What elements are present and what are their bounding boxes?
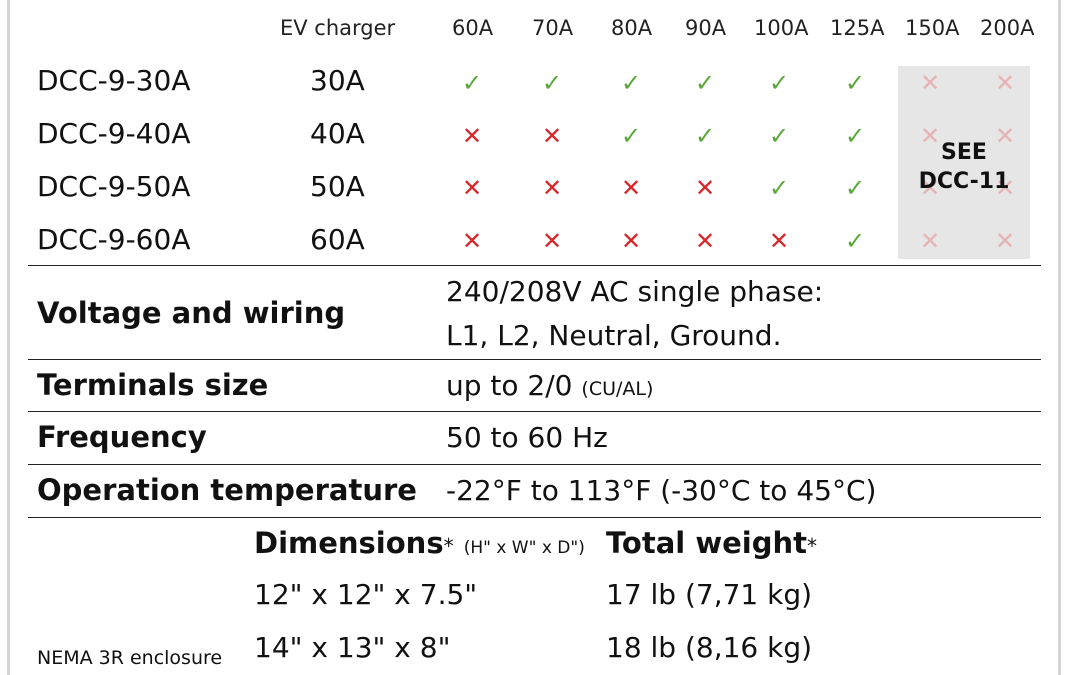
col-header-200a: 200A: [980, 16, 1035, 40]
weight-value: 17 lb (7,71 kg): [606, 578, 813, 611]
frequency-value: 50 to 60 Hz: [446, 421, 608, 454]
ev-charger-header: EV charger: [280, 16, 396, 40]
dimension-value: 14" x 13" x 8": [254, 631, 451, 664]
check-icon: ✓: [620, 122, 642, 150]
check-icon: ✓: [844, 69, 866, 97]
cross-icon: ✕: [919, 227, 941, 255]
dimensions-header: Dimensions* (H" x W" x D"): [254, 526, 585, 560]
voltage-label: Voltage and wiring: [37, 296, 346, 330]
frequency-label: Frequency: [37, 420, 207, 454]
col-header-60a: 60A: [452, 16, 494, 40]
cross-icon: ✕: [768, 227, 790, 255]
temperature-label: Operation temperature: [37, 473, 417, 507]
weight-asterisk: *: [807, 534, 817, 558]
dimensions-label: Dimensions: [254, 526, 444, 560]
cross-icon: ✕: [919, 174, 941, 202]
weight-header: Total weight*: [606, 526, 817, 560]
check-icon: ✓: [768, 69, 790, 97]
terminals-material: (CU/AL): [581, 378, 654, 400]
cross-icon: ✕: [461, 122, 483, 150]
check-icon: ✓: [844, 122, 866, 150]
col-header-80a: 80A: [611, 16, 653, 40]
terminals-size: up to 2/0: [446, 369, 573, 402]
cross-icon: ✕: [694, 227, 716, 255]
cross-icon: ✕: [541, 174, 563, 202]
cross-icon: ✕: [541, 227, 563, 255]
terminals-label: Terminals size: [37, 368, 269, 402]
check-icon: ✓: [768, 122, 790, 150]
col-header-70a: 70A: [532, 16, 574, 40]
check-icon: ✓: [541, 69, 563, 97]
temperature-value: -22°F to 113°F (-30°C to 45°C): [446, 474, 877, 507]
col-header-150a: 150A: [905, 16, 960, 40]
cross-icon: ✕: [994, 122, 1016, 150]
cross-icon: ✕: [994, 227, 1016, 255]
model-name: DCC-9-50A: [37, 170, 191, 203]
divider: [28, 411, 1041, 412]
divider: [28, 517, 1041, 518]
check-icon: ✓: [844, 227, 866, 255]
terminals-value: up to 2/0 (CU/AL): [446, 369, 653, 402]
charger-rating: 50A: [310, 170, 365, 203]
check-icon: ✓: [694, 69, 716, 97]
enclosure-note: NEMA 3R enclosure: [37, 647, 223, 669]
check-icon: ✓: [844, 174, 866, 202]
see-dcc11-note: SEE DCC-11: [898, 138, 1030, 196]
dimension-value: 12" x 12" x 7.5": [254, 578, 478, 611]
check-icon: ✓: [768, 174, 790, 202]
voltage-value-line1: 240/208V AC single phase:: [446, 275, 824, 308]
charger-rating: 40A: [310, 117, 365, 150]
col-header-90a: 90A: [685, 16, 727, 40]
charger-rating: 60A: [310, 223, 365, 256]
divider: [28, 464, 1041, 465]
right-border: [1058, 0, 1061, 675]
dimensions-units: (H" x W" x D"): [463, 538, 585, 558]
cross-icon: ✕: [461, 174, 483, 202]
voltage-value-line2: L1, L2, Neutral, Ground.: [446, 319, 782, 352]
cross-icon: ✕: [994, 69, 1016, 97]
check-icon: ✓: [694, 122, 716, 150]
cross-icon: ✕: [461, 227, 483, 255]
model-name: DCC-9-30A: [37, 64, 191, 97]
cross-icon: ✕: [919, 122, 941, 150]
cross-icon: ✕: [541, 122, 563, 150]
model-name: DCC-9-40A: [37, 117, 191, 150]
model-name: DCC-9-60A: [37, 223, 191, 256]
divider: [28, 265, 1041, 266]
check-icon: ✓: [620, 69, 642, 97]
weight-label: Total weight: [606, 526, 807, 560]
check-icon: ✓: [461, 69, 483, 97]
charger-rating: 30A: [310, 64, 365, 97]
cross-icon: ✕: [919, 69, 941, 97]
dcc11-shaded-area: [898, 66, 1030, 259]
see-model-line: DCC-11: [918, 169, 1010, 194]
weight-value: 18 lb (8,16 kg): [606, 631, 813, 664]
col-header-100a: 100A: [754, 16, 809, 40]
divider: [28, 359, 1041, 360]
cross-icon: ✕: [620, 174, 642, 202]
cross-icon: ✕: [994, 174, 1016, 202]
see-line: SEE: [941, 140, 987, 165]
cross-icon: ✕: [620, 227, 642, 255]
left-border: [7, 0, 10, 675]
col-header-125a: 125A: [830, 16, 885, 40]
dimensions-asterisk: *: [443, 534, 454, 558]
cross-icon: ✕: [694, 174, 716, 202]
